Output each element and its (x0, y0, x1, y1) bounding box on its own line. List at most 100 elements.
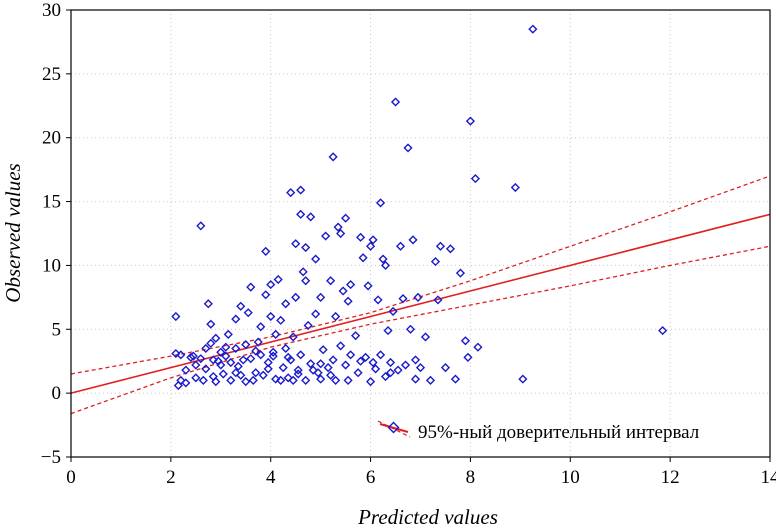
data-point (318, 345, 328, 355)
data-point (291, 239, 301, 249)
data-point (390, 97, 401, 107)
grid-lines (71, 10, 770, 457)
data-point (253, 337, 263, 347)
x-tick-label: 2 (166, 467, 176, 488)
data-point (435, 241, 446, 251)
data-point (256, 322, 266, 332)
y-tick-label: 30 (42, 0, 61, 21)
data-point (380, 371, 391, 382)
data-point (465, 116, 476, 126)
x-axis-title: Predicted values (357, 505, 498, 529)
legend-line-solid (379, 423, 409, 433)
data-point (196, 354, 206, 364)
data-point (173, 380, 183, 391)
data-point (231, 343, 241, 354)
y-tick-label: 10 (42, 255, 61, 276)
data-point (191, 373, 201, 383)
data-point (355, 232, 366, 242)
data-point (316, 374, 326, 384)
data-point (395, 241, 406, 251)
data-point (221, 351, 231, 361)
data-point (283, 352, 293, 362)
data-point (198, 375, 208, 385)
data-point (231, 314, 241, 324)
data-point (276, 315, 286, 325)
data-point (288, 375, 298, 385)
data-point (328, 152, 338, 162)
data-point (440, 363, 451, 373)
x-tick-label: 0 (66, 467, 76, 488)
data-point (191, 360, 201, 370)
data-point (455, 268, 466, 278)
data-point (188, 351, 198, 361)
data-point (206, 338, 216, 348)
data-point (378, 254, 388, 264)
data-point (385, 357, 396, 368)
data-point (363, 281, 373, 291)
data-point (311, 309, 321, 319)
data-point (336, 228, 346, 239)
data-point (333, 222, 343, 232)
data-point (425, 375, 436, 385)
y-tick-label: 15 (42, 192, 61, 213)
data-point (246, 282, 256, 292)
data-point (293, 365, 303, 375)
data-point (296, 209, 306, 219)
data-point (410, 374, 421, 384)
data-point (341, 213, 351, 223)
data-point (445, 244, 456, 254)
data-point (263, 364, 273, 374)
data-point (301, 276, 311, 286)
y-tick-label: 25 (42, 64, 61, 85)
data-point (383, 325, 393, 336)
y-tick-label: −5 (41, 447, 61, 468)
data-point (658, 325, 668, 336)
data-point (473, 342, 483, 352)
data-point (286, 188, 296, 198)
data-point (331, 375, 341, 385)
data-point (211, 377, 221, 387)
data-point (236, 370, 246, 380)
data-point (365, 241, 376, 251)
y-tick-label: 20 (42, 128, 61, 149)
data-point (326, 370, 336, 380)
data-point (206, 319, 216, 329)
data-point (510, 182, 520, 193)
data-point (316, 292, 326, 302)
data-point (243, 308, 253, 318)
data-point (291, 292, 301, 302)
data-points (171, 24, 668, 391)
data-point (261, 290, 271, 300)
data-point (281, 299, 291, 309)
y-tick-label: 5 (52, 319, 62, 340)
x-tick-label: 14 (761, 467, 776, 488)
data-point (403, 143, 413, 153)
legend: 95%-ный доверительный интервал (377, 420, 700, 443)
data-point (316, 359, 326, 369)
data-point (201, 364, 211, 374)
data-point (293, 369, 303, 379)
data-point (171, 348, 181, 359)
data-point (171, 311, 181, 322)
data-point (528, 24, 538, 34)
plot-frame (70, 9, 771, 458)
data-point (251, 346, 261, 356)
y-tick-label: 0 (52, 383, 62, 404)
x-tick-label: 12 (661, 467, 680, 488)
legend-label: 95%-ный доверительный интервал (418, 422, 700, 443)
data-point (353, 368, 363, 378)
data-point (236, 301, 246, 311)
data-point (288, 332, 298, 342)
data-point (375, 350, 386, 360)
data-point (410, 355, 421, 365)
data-point (196, 221, 206, 231)
data-point (375, 198, 386, 208)
x-ticks: 0 2 4 6 8 10 12 14 (66, 457, 776, 488)
confidence-upper-line (70, 175, 771, 375)
data-point (365, 377, 376, 387)
data-point (373, 295, 383, 305)
y-axis-title: Observed values (1, 163, 25, 302)
data-point (405, 324, 416, 334)
data-point (286, 355, 296, 365)
data-point (331, 311, 341, 322)
